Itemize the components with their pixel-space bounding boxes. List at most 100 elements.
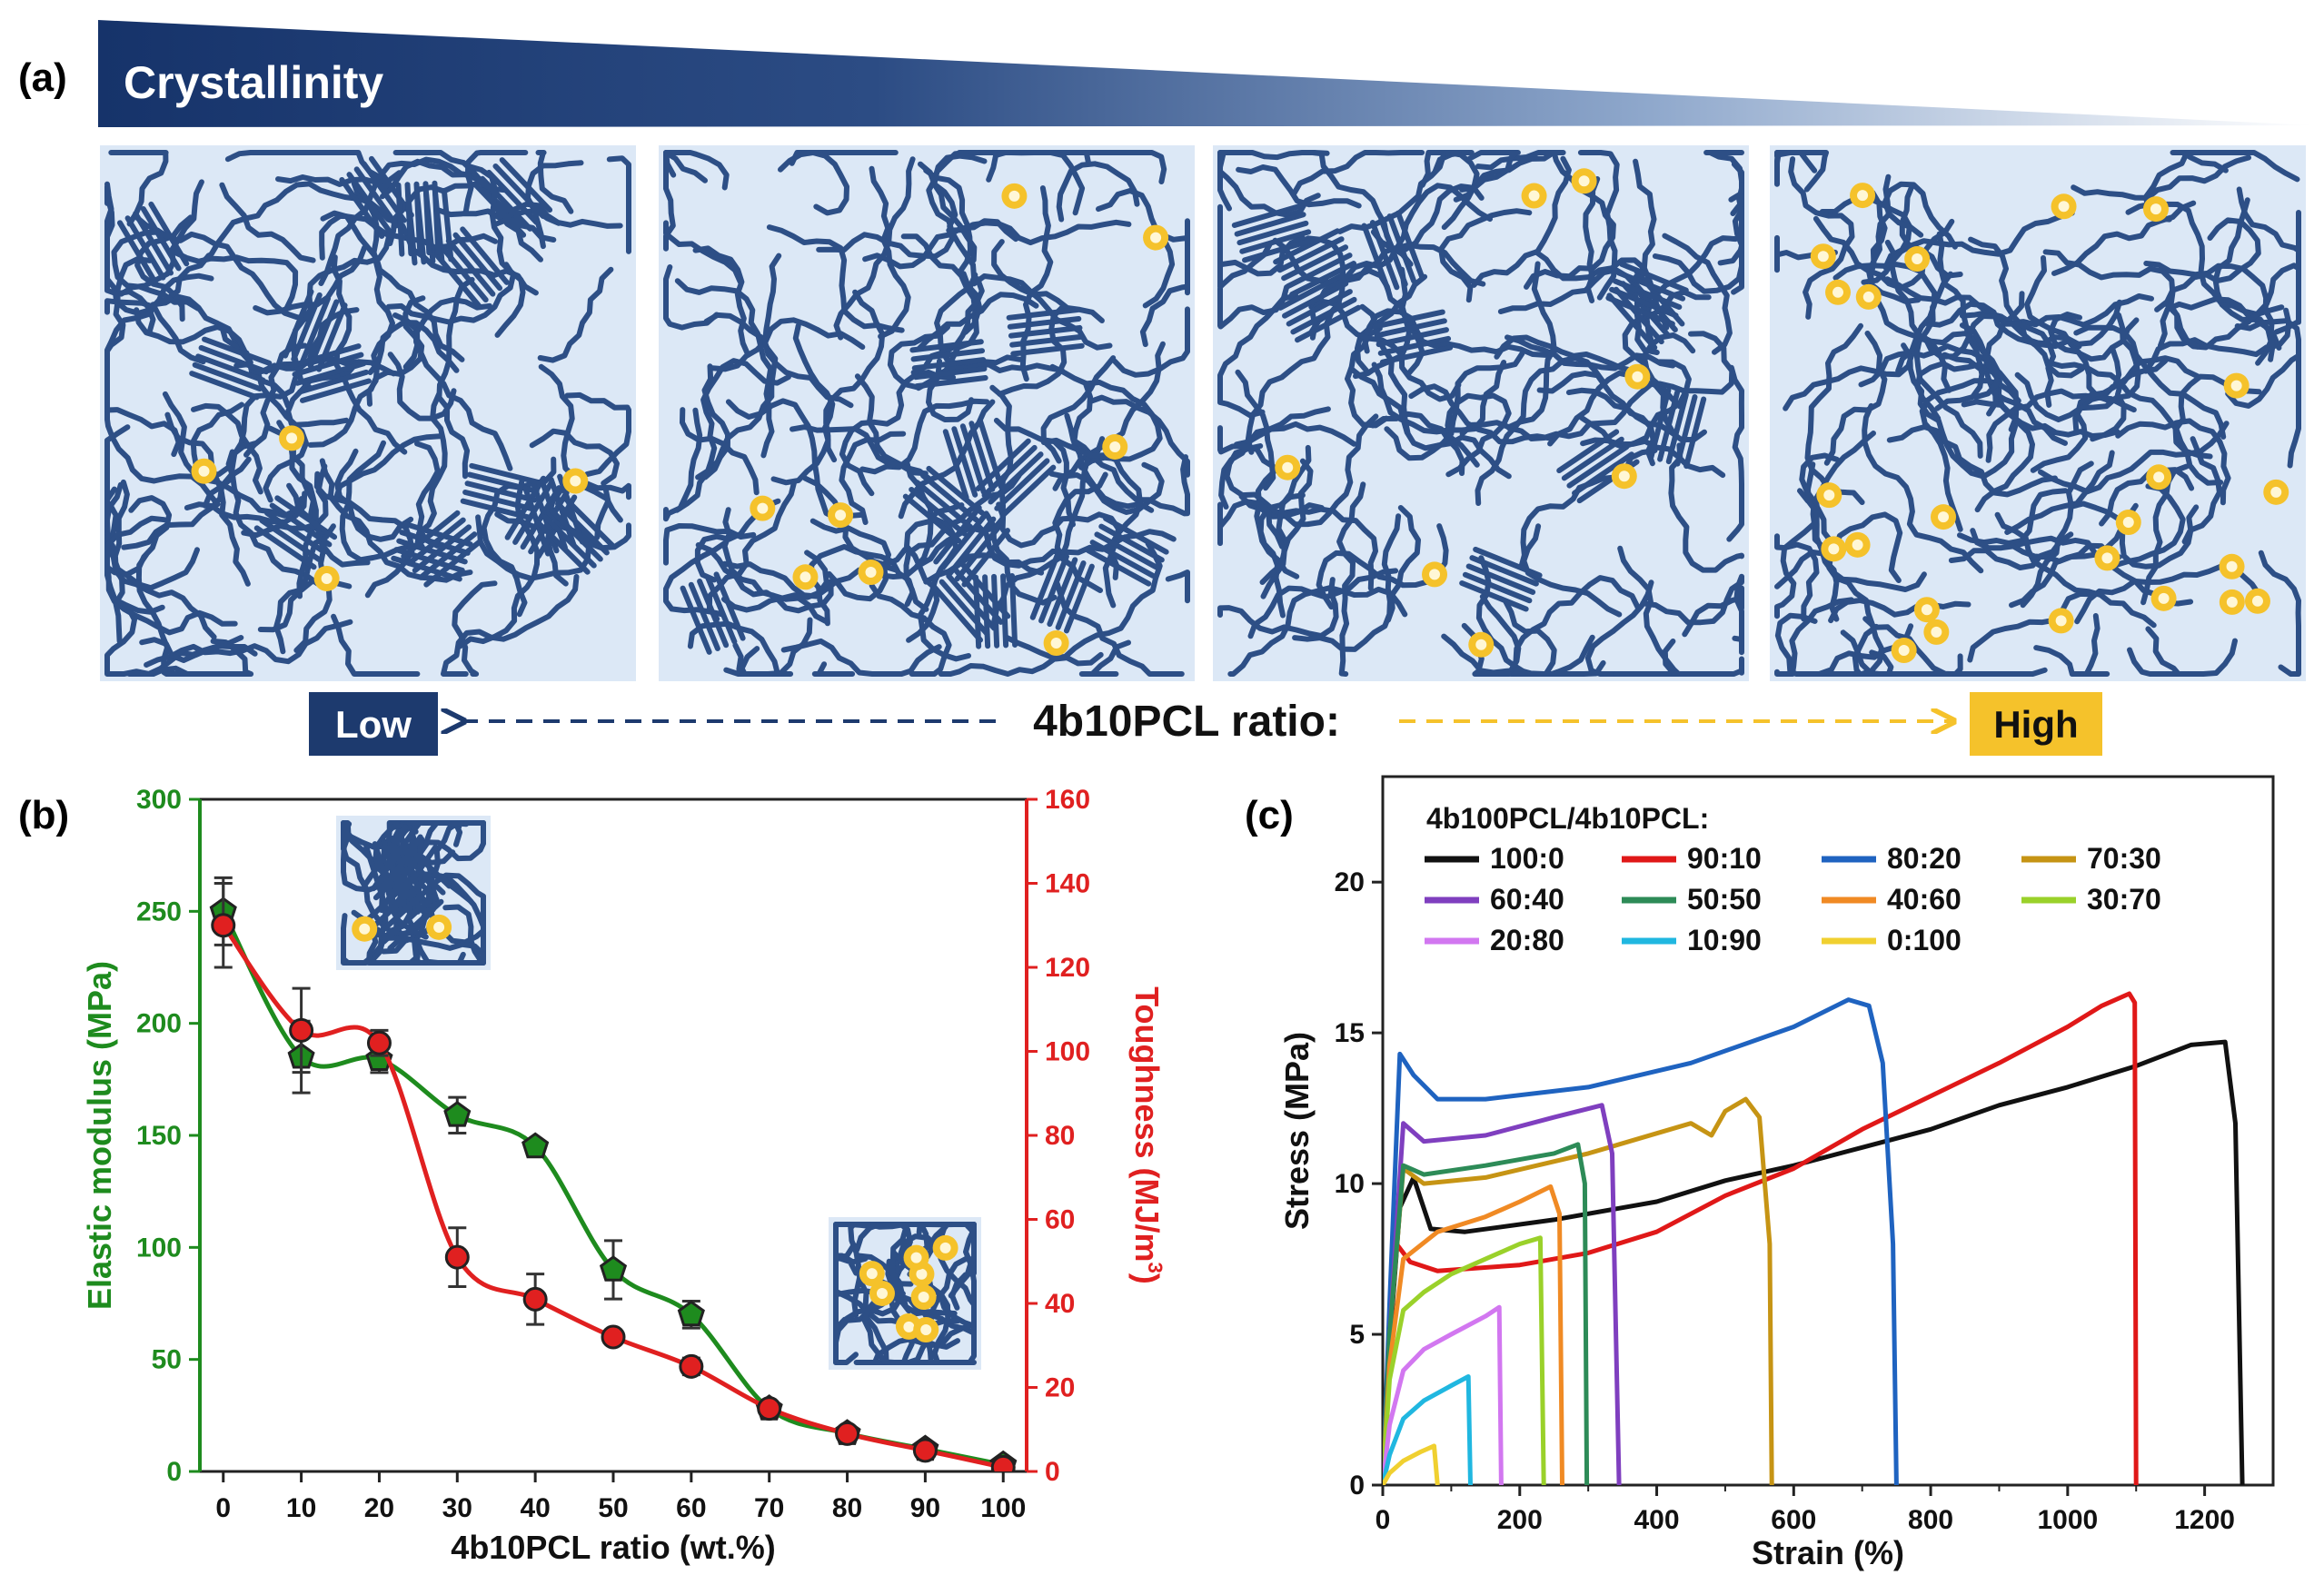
crystal-lamella (363, 824, 439, 907)
crosslink-dot (750, 495, 776, 521)
b-x-tick-label: 100 (980, 1493, 1026, 1523)
series-50-50 (1383, 1142, 1590, 1485)
polymer-chain (1536, 371, 1656, 467)
polymer-chain (2071, 154, 2251, 201)
c-x-tick-label: 600 (1771, 1505, 1816, 1535)
data-point (444, 1244, 470, 1270)
crosslink-dot (903, 1244, 929, 1271)
polymer-chain (606, 155, 631, 254)
polymer-chain (725, 398, 866, 522)
legend-item: 30:70 (2021, 883, 2161, 916)
crosslink-dot (1810, 243, 1836, 270)
polymer-chain (320, 210, 465, 362)
polymer-chain (414, 441, 441, 549)
polymer-chain (948, 1222, 977, 1299)
series-toughness (211, 882, 1016, 1471)
polymer-chain (766, 224, 905, 333)
polymer-chain (1994, 511, 2157, 629)
polymer-chain (339, 440, 425, 563)
b-y-right-tick-label: 160 (1045, 785, 1090, 815)
crystal-lamella (1006, 307, 1085, 357)
crystallinity-label: Crystallinity (124, 57, 383, 108)
box-1 (100, 145, 636, 681)
polymer-chain (663, 150, 708, 183)
polymer-chain (385, 262, 516, 325)
polymer-chain (1503, 598, 1557, 677)
polymer-chain (1577, 150, 1620, 301)
c-y-tick-label: 20 (1335, 867, 1365, 897)
low-badge (309, 692, 438, 756)
polymer-chain (869, 165, 911, 340)
polymer-chain (1165, 570, 1190, 604)
polymer-chain (1217, 292, 1299, 419)
polymer-chain (1783, 351, 1915, 411)
polymer-chain (535, 150, 574, 214)
polymer-chain (680, 407, 760, 496)
series-10-90 (1383, 1374, 1473, 1485)
polymer-chain (219, 323, 350, 428)
crystal-lamella (909, 339, 988, 390)
crystal-lamella (1372, 309, 1454, 365)
b-x-tick-label: 0 (215, 1493, 231, 1523)
polymer-chain (2181, 436, 2222, 545)
polymer-chain (859, 398, 990, 475)
polymer-chain (331, 254, 408, 455)
crosslink-dot (1611, 463, 1637, 490)
crosslink-dot (2142, 196, 2169, 223)
b-y-left-tick-label: 50 (152, 1345, 182, 1375)
data-point (521, 1132, 550, 1159)
legend-item: 70:30 (2021, 842, 2161, 875)
polymer-chain (1901, 342, 2018, 480)
crosslink-dot (1468, 631, 1495, 658)
crosslink-dot (313, 565, 340, 591)
crosslink-dot (2219, 589, 2245, 615)
legend-label: 30:70 (2087, 883, 2161, 916)
polymer-chain (2090, 358, 2169, 442)
crosslink-dot (2150, 585, 2177, 611)
polymer-chain (1774, 511, 1903, 589)
polymer-chain (1717, 182, 1744, 266)
polymer-chain (1227, 585, 1408, 677)
legend-label: 0:100 (1887, 924, 1961, 956)
polymer-chain (1224, 443, 1325, 519)
crosslink-dot (352, 916, 378, 942)
crosslink-dot (1624, 363, 1651, 390)
polymer-chain (1459, 261, 1557, 437)
data-point (912, 1438, 938, 1463)
box-2 (659, 145, 1195, 681)
crosslink-dot (1904, 246, 1931, 272)
c-x-label: Strain (%) (1752, 1534, 1904, 1571)
polymer-chain (1290, 150, 1425, 197)
legend-label: 100:0 (1490, 842, 1564, 875)
crosslink-dot (910, 1284, 937, 1311)
inset-high-ratio (829, 1217, 981, 1370)
polymer-chain (367, 320, 460, 375)
polymer-chain (427, 951, 473, 966)
c-x-tick-label: 200 (1497, 1505, 1543, 1535)
series-20-80 (1383, 1304, 1504, 1485)
polymer-chain (1316, 523, 1449, 610)
legend-label: 50:50 (1687, 883, 1762, 916)
polymer-chain (1497, 267, 1655, 347)
polymer-chain (1952, 653, 2048, 677)
polymer-chain (869, 582, 952, 677)
crosslink-dot (2223, 372, 2250, 399)
crosslink-dot (2115, 510, 2141, 536)
polymer-chain (126, 638, 254, 677)
polymer-chain (770, 322, 836, 486)
c-y-tick-label: 5 (1349, 1320, 1365, 1350)
polymer-chain (1524, 150, 1616, 290)
c-x-tick-label: 1000 (2037, 1505, 2098, 1535)
b-y-left-tick-label: 250 (136, 896, 182, 926)
polymer-chain (938, 651, 1104, 677)
legend-item: 0:100 (1822, 924, 1961, 956)
crosslink-dot (562, 468, 589, 494)
crystal-lamella (932, 560, 1011, 643)
crosslink-dot (869, 1280, 895, 1306)
b-x-tick-label: 40 (520, 1493, 550, 1523)
crystal-lamella (942, 418, 1004, 500)
polymer-chain (402, 297, 492, 370)
polymer-chain (1245, 300, 1342, 455)
b-y-right-tick-label: 60 (1045, 1205, 1075, 1235)
